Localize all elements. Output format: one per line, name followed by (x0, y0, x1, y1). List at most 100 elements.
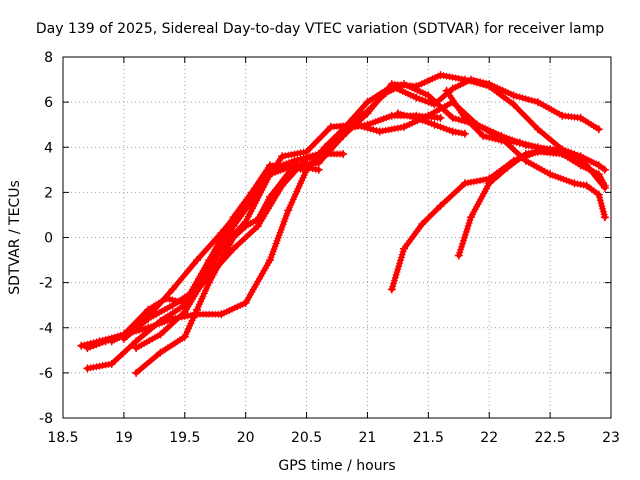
data-point (180, 308, 189, 316)
data-point (521, 150, 530, 158)
data-point (266, 192, 274, 201)
data-point (314, 165, 323, 174)
data-point (168, 285, 177, 294)
data-point (205, 267, 214, 276)
y-tick-label: 4 (44, 140, 53, 156)
data-point (497, 136, 506, 145)
data-point (229, 244, 238, 253)
data-point (132, 337, 141, 346)
data-point (387, 285, 396, 294)
data-point (479, 132, 488, 140)
data-point (582, 181, 591, 190)
y-tick-label: -8 (39, 411, 53, 427)
data-point (302, 147, 311, 156)
series-line (121, 72, 608, 342)
data-point (339, 132, 348, 140)
data-point (241, 298, 250, 307)
series-track-3 (132, 161, 323, 377)
data-series (77, 71, 609, 377)
y-tick-label: 6 (44, 95, 53, 111)
data-point (576, 152, 585, 161)
data-point (156, 348, 165, 357)
data-point (393, 109, 402, 118)
x-tick-label: 20.5 (291, 430, 322, 446)
data-point (412, 82, 421, 91)
data-point (467, 213, 475, 222)
chart-title: Day 139 of 2025, Sidereal Day-to-day VTE… (36, 21, 604, 37)
data-point (515, 138, 524, 147)
data-point (436, 113, 445, 122)
data-point (180, 332, 189, 341)
data-point (594, 190, 603, 199)
data-point (485, 179, 494, 188)
x-tick-label: 21 (359, 430, 377, 446)
data-point (253, 222, 262, 231)
data-point (132, 368, 141, 377)
data-point (460, 75, 469, 84)
data-point (436, 71, 445, 80)
data-point (546, 145, 555, 154)
data-point (339, 150, 348, 158)
data-point (351, 120, 360, 129)
data-point (253, 215, 262, 224)
x-tick-label: 20 (237, 430, 255, 446)
series-line (78, 113, 443, 349)
x-tick-label: 19 (115, 430, 133, 446)
data-point (193, 305, 201, 314)
data-point (326, 122, 335, 131)
data-point (594, 170, 603, 179)
data-point (448, 127, 457, 136)
data-point (594, 161, 603, 170)
data-point (363, 98, 372, 107)
data-point (387, 80, 396, 89)
data-point (533, 143, 542, 152)
data-point (412, 93, 421, 102)
data-point (600, 181, 609, 190)
data-point (412, 113, 421, 122)
y-tick-label: -6 (39, 366, 53, 382)
axis-ticks: 18.5 19 19.5 20 20.5 21 21.5 22 22.5 23 -8 -6 -4 -2 0 2… (39, 50, 620, 446)
data-point (576, 161, 585, 170)
data-point (375, 127, 384, 136)
data-point (424, 91, 433, 100)
data-point (436, 201, 445, 210)
data-point (558, 111, 567, 120)
series-track-10 (393, 109, 469, 138)
x-tick-label: 18.5 (47, 430, 78, 446)
data-point (107, 337, 116, 346)
data-point (144, 314, 153, 323)
series-markers (388, 148, 609, 293)
data-point (546, 170, 555, 179)
x-tick-label: 19.5 (169, 430, 200, 446)
data-point (448, 113, 457, 122)
data-point (229, 222, 238, 231)
data-point (205, 278, 214, 287)
data-point (418, 220, 427, 228)
data-point (83, 344, 92, 353)
data-point (83, 364, 92, 373)
data-point (600, 165, 609, 174)
y-tick-label: 2 (44, 185, 53, 201)
y-tick-label: 0 (44, 231, 53, 247)
data-point (132, 344, 141, 353)
data-point (363, 109, 372, 118)
data-point (400, 244, 408, 253)
data-point (278, 152, 287, 161)
series-markers (77, 112, 444, 350)
y-tick-label: -4 (39, 321, 53, 337)
series-track-8 (387, 147, 609, 294)
data-point (600, 213, 609, 222)
data-point (454, 251, 463, 260)
data-point (509, 91, 518, 100)
x-tick-label: 22.5 (535, 430, 566, 446)
data-point (77, 341, 86, 350)
data-point (460, 113, 469, 122)
series-track-11 (442, 86, 567, 158)
y-axis-label: SDTVAR / TECUs (7, 180, 23, 295)
data-point (193, 256, 201, 265)
y-tick-label: 8 (44, 50, 53, 66)
data-point (284, 206, 293, 215)
data-point (314, 150, 323, 158)
data-point (424, 111, 433, 120)
